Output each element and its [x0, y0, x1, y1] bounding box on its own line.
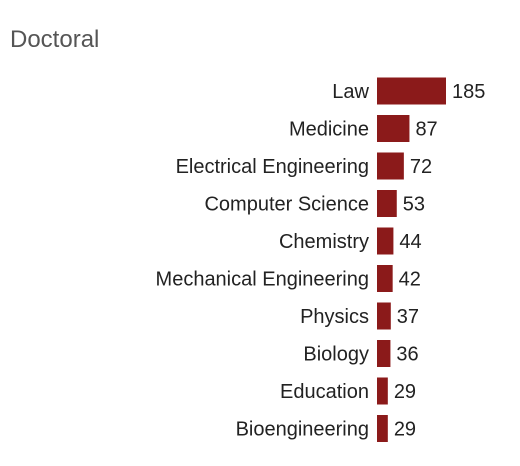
category-label: Law [332, 81, 369, 103]
category-label: Bioengineering [236, 419, 369, 441]
value-label: 44 [399, 231, 421, 253]
bar [377, 265, 393, 292]
bar [377, 415, 388, 442]
category-label: Electrical Engineering [176, 156, 369, 178]
bar [377, 115, 410, 142]
category-label: Physics [300, 306, 369, 328]
bar [377, 227, 394, 255]
value-label: 185 [452, 81, 485, 103]
bar [377, 77, 446, 105]
value-label: 42 [399, 269, 421, 291]
value-label: 36 [396, 344, 418, 366]
category-label: Education [280, 381, 369, 403]
category-label: Medicine [289, 119, 369, 141]
category-label: Computer Science [204, 194, 369, 216]
category-label: Biology [303, 344, 369, 366]
value-label: 53 [403, 194, 425, 216]
bar [377, 377, 388, 405]
bar [377, 152, 404, 180]
category-label: Mechanical Engineering [156, 269, 369, 291]
bar [377, 340, 391, 367]
value-label: 29 [394, 381, 416, 403]
value-label: 29 [394, 419, 416, 441]
value-label: 72 [410, 156, 432, 178]
value-label: 37 [397, 306, 419, 328]
bar [377, 190, 397, 217]
chart-title: Doctoral [10, 26, 100, 53]
bar [377, 302, 391, 330]
category-label: Chemistry [279, 231, 369, 253]
value-label: 87 [415, 119, 437, 141]
